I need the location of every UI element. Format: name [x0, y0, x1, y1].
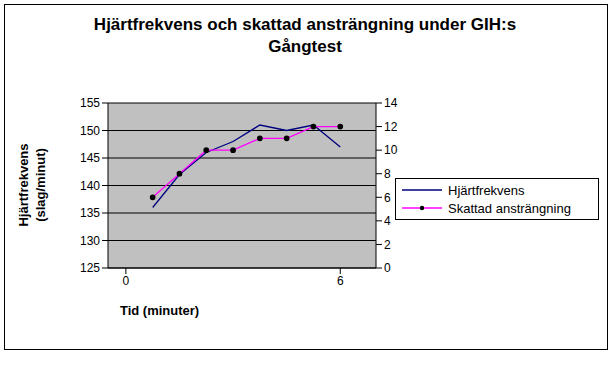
svg-text:0: 0: [384, 261, 391, 275]
html-text:Hjärtfrekvens och skattad anst: Hjärtfrekvens och skattad ansträngning u…: [93, 15, 517, 56]
svg-text:8: 8: [384, 167, 391, 181]
svg-text:125: 125: [80, 261, 100, 275]
svg-text:155: 155: [80, 96, 100, 110]
svg-text:140: 140: [80, 179, 100, 193]
svg-text:6: 6: [384, 191, 391, 205]
svg-text:10: 10: [384, 143, 398, 157]
html-text:Hjärtfrekvens (slag/minut): Hjärtfrekvens (slag/minut): [16, 143, 48, 227]
svg-text:150: 150: [80, 124, 100, 138]
svg-text:0: 0: [123, 274, 130, 288]
svg-text:130: 130: [80, 234, 100, 248]
svg-text:4: 4: [384, 214, 391, 228]
svg-text:12: 12: [384, 120, 398, 134]
svg-text:145: 145: [80, 151, 100, 165]
svg-text:2: 2: [384, 238, 391, 252]
html-text:Tid (minuter): Tid (minuter): [120, 303, 200, 318]
svg-text:135: 135: [80, 206, 100, 220]
svg-text:6: 6: [337, 274, 344, 288]
html-text:Hjärtfrekvens: Hjärtfrekvens: [448, 182, 525, 198]
html-text:Skattad ansträngning: Skattad ansträngning: [448, 200, 571, 216]
svg-text:14: 14: [384, 96, 398, 110]
